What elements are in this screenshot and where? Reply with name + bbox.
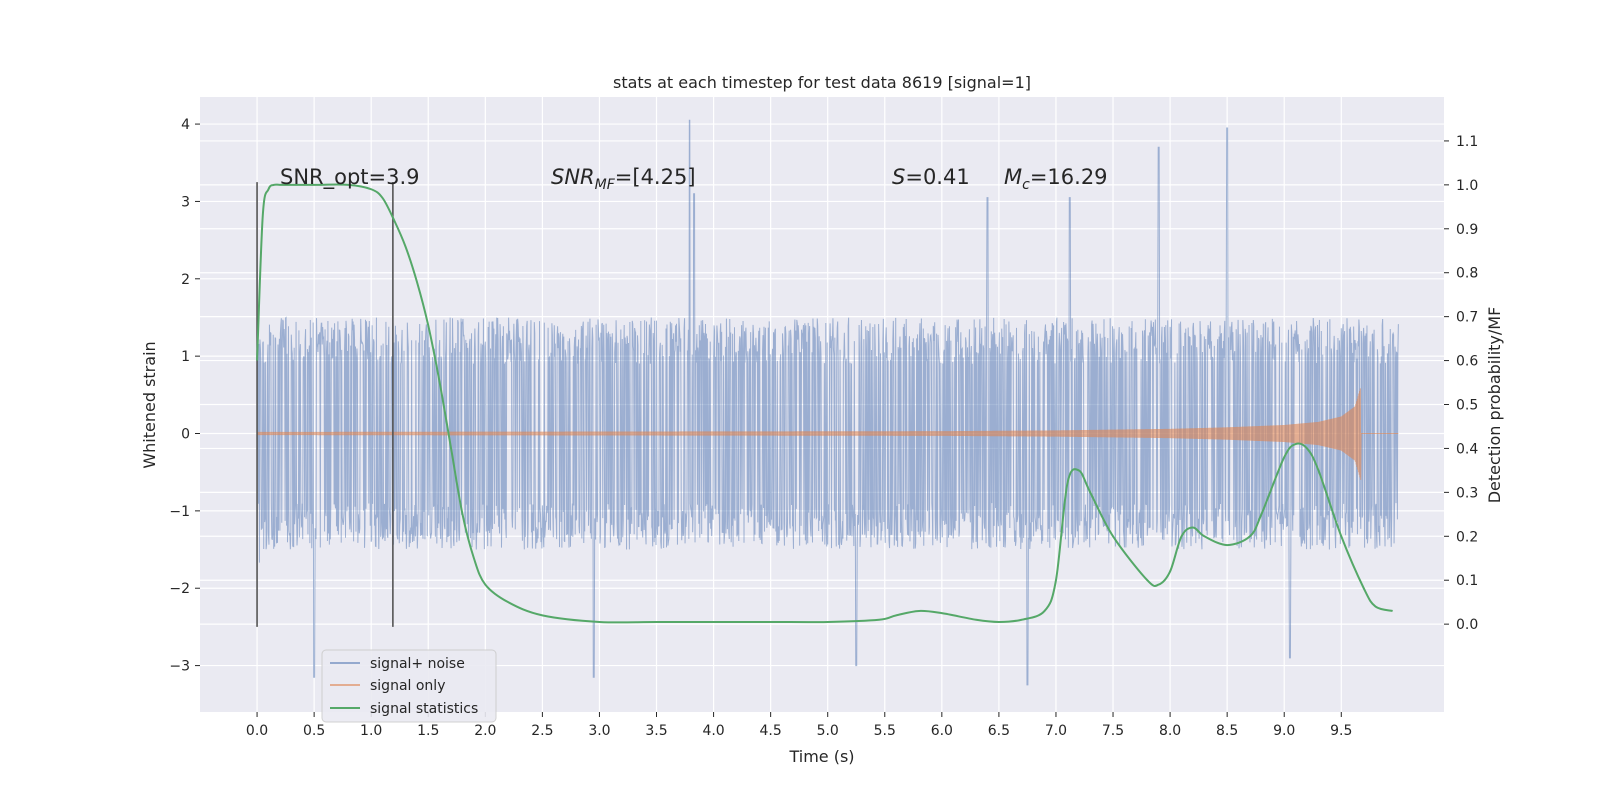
x-tick-label: 0.5 bbox=[303, 723, 325, 739]
y-right-tick-label: 0.1 bbox=[1456, 573, 1478, 589]
annotation-mc-base: M bbox=[1004, 165, 1022, 189]
y-tick-label: 2 bbox=[181, 272, 190, 288]
y-tick-label: −1 bbox=[169, 504, 190, 520]
annotation-snr-mf-base: SNR bbox=[551, 165, 595, 189]
y-tick-label: −3 bbox=[169, 659, 190, 675]
x-tick-label: 7.0 bbox=[1045, 723, 1067, 739]
legend: signal+ noise signal only signal statist… bbox=[321, 649, 497, 723]
signal-statistics-line bbox=[256, 183, 1393, 624]
y-right-tick-label: 0.3 bbox=[1456, 485, 1478, 501]
x-tick-label: 9.5 bbox=[1330, 723, 1352, 739]
annotation-snr-mf: SNRMF=[4.25] bbox=[551, 165, 696, 193]
legend-box bbox=[321, 649, 497, 723]
x-tick-label: 3.5 bbox=[645, 723, 667, 739]
y-right-tick-label: 1.0 bbox=[1456, 178, 1478, 194]
vertical-markers bbox=[256, 182, 394, 627]
y-tick-label: 4 bbox=[181, 117, 190, 133]
x-tick-label: 3.0 bbox=[588, 723, 610, 739]
y-ticks: −3 −2 −1 0 1 2 3 4 bbox=[169, 117, 200, 675]
annotation-s-sym: S bbox=[892, 165, 905, 189]
y-right-tick-label: 0.9 bbox=[1456, 222, 1478, 238]
y-right-tick-label: 1.1 bbox=[1456, 134, 1478, 150]
x-tick-label: 5.0 bbox=[817, 723, 839, 739]
x-tick-label: 8.0 bbox=[1159, 723, 1181, 739]
x-tick-label: 4.0 bbox=[702, 723, 724, 739]
signal-statistics-series bbox=[256, 183, 1393, 624]
annotation-snr-mf-value: =[4.25] bbox=[615, 165, 696, 189]
annotation-s-value: =0.41 bbox=[905, 165, 969, 189]
legend-label-noise: signal+ noise bbox=[370, 656, 465, 672]
x-tick-label: 6.0 bbox=[931, 723, 953, 739]
y-right-tick-label: 0.0 bbox=[1456, 617, 1478, 633]
y-tick-label: 3 bbox=[181, 194, 190, 210]
y-axis-label: Whitened strain bbox=[140, 341, 159, 468]
y-right-tick-label: 0.2 bbox=[1456, 529, 1478, 545]
y-right-tick-label: 0.5 bbox=[1456, 398, 1478, 414]
x-tick-label: 1.0 bbox=[360, 723, 382, 739]
y-right-tick-label: 0.7 bbox=[1456, 310, 1478, 326]
y-right-tick-label: 0.8 bbox=[1456, 266, 1478, 282]
annotation-snr-opt: SNR_opt=3.9 bbox=[280, 165, 420, 190]
x-tick-label: 0.0 bbox=[246, 723, 268, 739]
x-tick-label: 4.5 bbox=[760, 723, 782, 739]
y-axis-label-right: Detection probability/MF bbox=[1485, 307, 1504, 504]
y-tick-label: 1 bbox=[181, 349, 190, 365]
annotation-mc-sub: c bbox=[1022, 177, 1030, 193]
legend-label-signal: signal only bbox=[370, 678, 445, 694]
x-tick-label: 5.5 bbox=[874, 723, 896, 739]
annotation-mc: Mc=16.29 bbox=[1004, 165, 1108, 193]
x-axis-label: Time (s) bbox=[788, 747, 854, 766]
y-ticks-right: 0.0 0.1 0.2 0.3 0.4 0.5 0.6 0.7 0.8 0.9 1.0 1.1 bbox=[1444, 134, 1478, 633]
x-tick-label: 1.5 bbox=[417, 723, 439, 739]
noise-line bbox=[256, 119, 1399, 686]
x-tick-label: 7.5 bbox=[1102, 723, 1124, 739]
annotation-mc-value: =16.29 bbox=[1030, 165, 1108, 189]
y-tick-label: −2 bbox=[169, 581, 190, 597]
x-tick-label: 6.5 bbox=[988, 723, 1010, 739]
y-tick-label: 0 bbox=[181, 427, 190, 443]
annotation-snr-mf-sub: MF bbox=[595, 177, 616, 193]
chart-title: stats at each timestep for test data 861… bbox=[613, 73, 1031, 92]
x-tick-label: 9.0 bbox=[1273, 723, 1295, 739]
y-right-tick-label: 0.4 bbox=[1456, 441, 1478, 457]
annotation-s: S=0.41 bbox=[892, 165, 970, 189]
x-tick-label: 2.5 bbox=[531, 723, 553, 739]
noise-series bbox=[256, 119, 1399, 686]
legend-label-stats: signal statistics bbox=[370, 701, 478, 717]
y-right-tick-label: 0.6 bbox=[1456, 354, 1478, 370]
x-tick-label: 2.0 bbox=[474, 723, 496, 739]
x-tick-label: 8.5 bbox=[1216, 723, 1238, 739]
x-ticks: 0.0 0.5 1.0 1.5 2.0 2.5 3.0 3.5 4.0 4.5 5.0 5.5 6.0 6… bbox=[246, 712, 1352, 739]
